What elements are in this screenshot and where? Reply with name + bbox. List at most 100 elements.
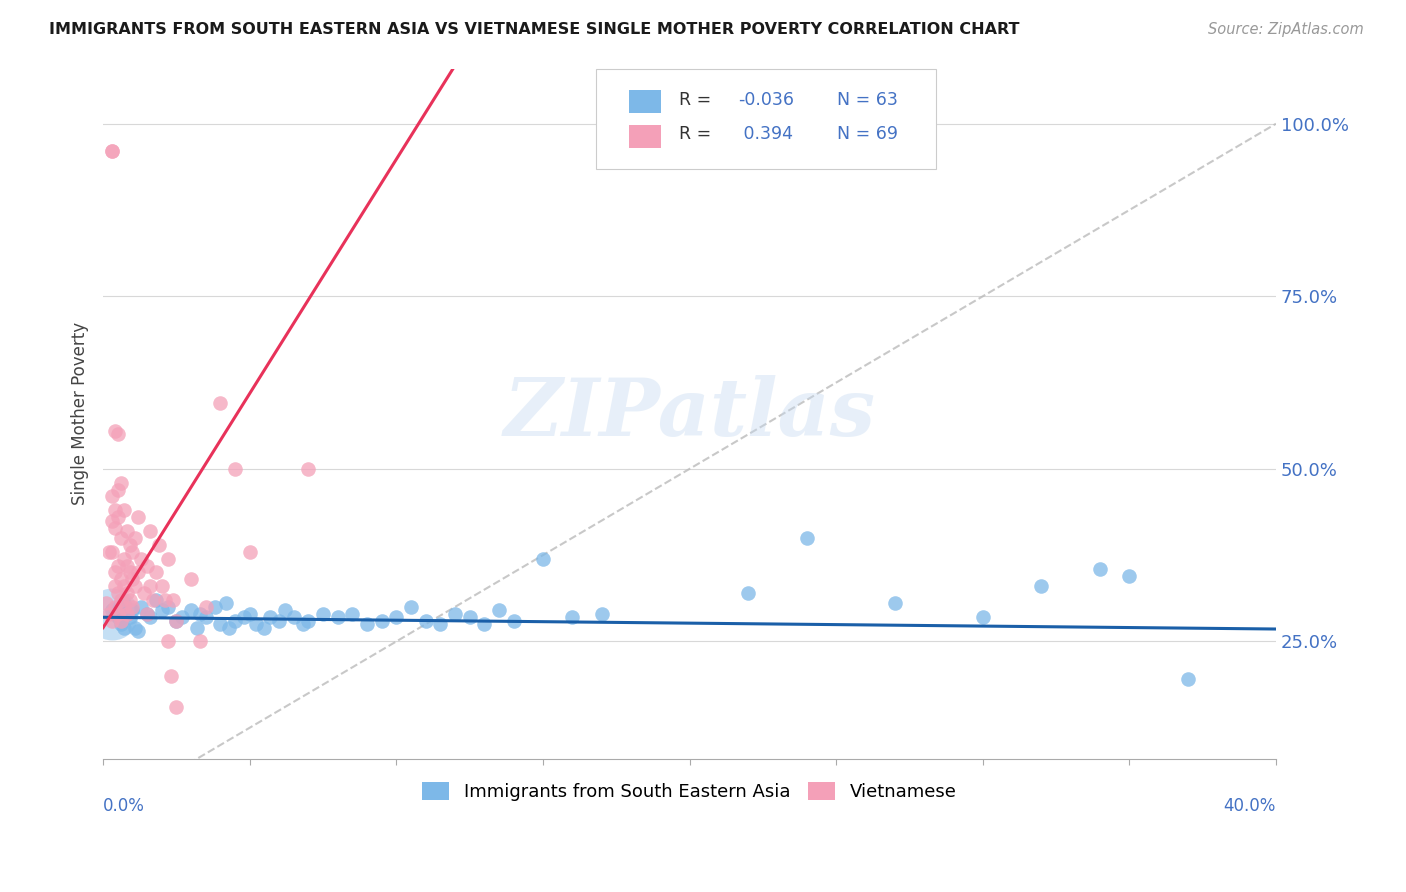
- Point: [124, 531, 146, 545]
- Point: [239, 545, 262, 559]
- Point: [110, 475, 132, 490]
- Point: [502, 614, 524, 628]
- Point: [101, 607, 124, 621]
- Point: [150, 579, 173, 593]
- Point: [274, 603, 297, 617]
- Point: [104, 566, 127, 580]
- Point: [737, 586, 759, 600]
- Point: [312, 607, 335, 621]
- Point: [107, 510, 129, 524]
- Point: [444, 607, 467, 621]
- Point: [172, 610, 194, 624]
- Text: 40.0%: 40.0%: [1223, 797, 1277, 814]
- Point: [112, 551, 135, 566]
- Point: [209, 396, 232, 410]
- Point: [118, 538, 141, 552]
- Point: [399, 599, 422, 614]
- Point: [98, 607, 121, 621]
- Point: [121, 572, 143, 586]
- Point: [127, 566, 149, 580]
- Point: [1177, 673, 1199, 687]
- Point: [1031, 579, 1053, 593]
- Point: [110, 614, 132, 628]
- Point: [110, 572, 132, 586]
- Text: ZIPatlas: ZIPatlas: [503, 375, 876, 452]
- Text: IMMIGRANTS FROM SOUTH EASTERN ASIA VS VIETNAMESE SINGLE MOTHER POVERTY CORRELATI: IMMIGRANTS FROM SOUTH EASTERN ASIA VS VI…: [49, 22, 1019, 37]
- Point: [104, 503, 127, 517]
- Point: [165, 700, 187, 714]
- Point: [297, 462, 319, 476]
- Point: [107, 599, 129, 614]
- Y-axis label: Single Mother Poverty: Single Mother Poverty: [72, 322, 89, 505]
- Point: [127, 510, 149, 524]
- FancyBboxPatch shape: [596, 69, 936, 169]
- Point: [112, 503, 135, 517]
- Point: [107, 607, 129, 621]
- Point: [136, 558, 159, 573]
- Point: [121, 599, 143, 614]
- Legend: Immigrants from South Eastern Asia, Vietnamese: Immigrants from South Eastern Asia, Viet…: [415, 774, 965, 808]
- Point: [188, 634, 211, 648]
- Point: [215, 597, 238, 611]
- Point: [110, 593, 132, 607]
- Point: [110, 531, 132, 545]
- Point: [139, 610, 162, 624]
- Point: [194, 610, 217, 624]
- Point: [429, 617, 451, 632]
- Point: [239, 607, 262, 621]
- Point: [118, 593, 141, 607]
- Point: [112, 597, 135, 611]
- Point: [121, 545, 143, 559]
- Text: N = 69: N = 69: [838, 125, 898, 143]
- Point: [253, 621, 276, 635]
- Point: [107, 483, 129, 497]
- Point: [98, 545, 121, 559]
- Point: [136, 607, 159, 621]
- Point: [139, 524, 162, 538]
- Point: [267, 614, 290, 628]
- Point: [415, 614, 437, 628]
- Text: -0.036: -0.036: [738, 91, 793, 109]
- Point: [115, 586, 138, 600]
- Text: R =: R =: [679, 125, 717, 143]
- Point: [101, 145, 124, 159]
- Point: [101, 145, 124, 159]
- Point: [104, 520, 127, 534]
- Point: [561, 610, 583, 624]
- Point: [145, 593, 167, 607]
- Point: [124, 621, 146, 635]
- Text: N = 63: N = 63: [838, 91, 898, 109]
- Point: [145, 566, 167, 580]
- Point: [458, 610, 481, 624]
- Point: [283, 610, 305, 624]
- Point: [136, 607, 159, 621]
- Point: [104, 424, 127, 438]
- Point: [139, 579, 162, 593]
- Point: [112, 599, 135, 614]
- Point: [142, 593, 165, 607]
- Point: [101, 614, 124, 628]
- Point: [150, 603, 173, 617]
- Point: [115, 607, 138, 621]
- Point: [342, 607, 364, 621]
- Point: [121, 603, 143, 617]
- Text: 0.394: 0.394: [738, 125, 793, 143]
- Point: [188, 607, 211, 621]
- Point: [972, 610, 994, 624]
- Point: [115, 558, 138, 573]
- Point: [165, 614, 187, 628]
- Point: [488, 603, 510, 617]
- Point: [232, 610, 254, 624]
- Point: [107, 427, 129, 442]
- Point: [129, 599, 152, 614]
- Point: [472, 617, 495, 632]
- Point: [148, 538, 170, 552]
- Point: [112, 579, 135, 593]
- Point: [124, 579, 146, 593]
- Point: [156, 599, 179, 614]
- Point: [101, 490, 124, 504]
- Point: [118, 610, 141, 624]
- Point: [209, 617, 232, 632]
- Point: [259, 610, 281, 624]
- Point: [101, 514, 124, 528]
